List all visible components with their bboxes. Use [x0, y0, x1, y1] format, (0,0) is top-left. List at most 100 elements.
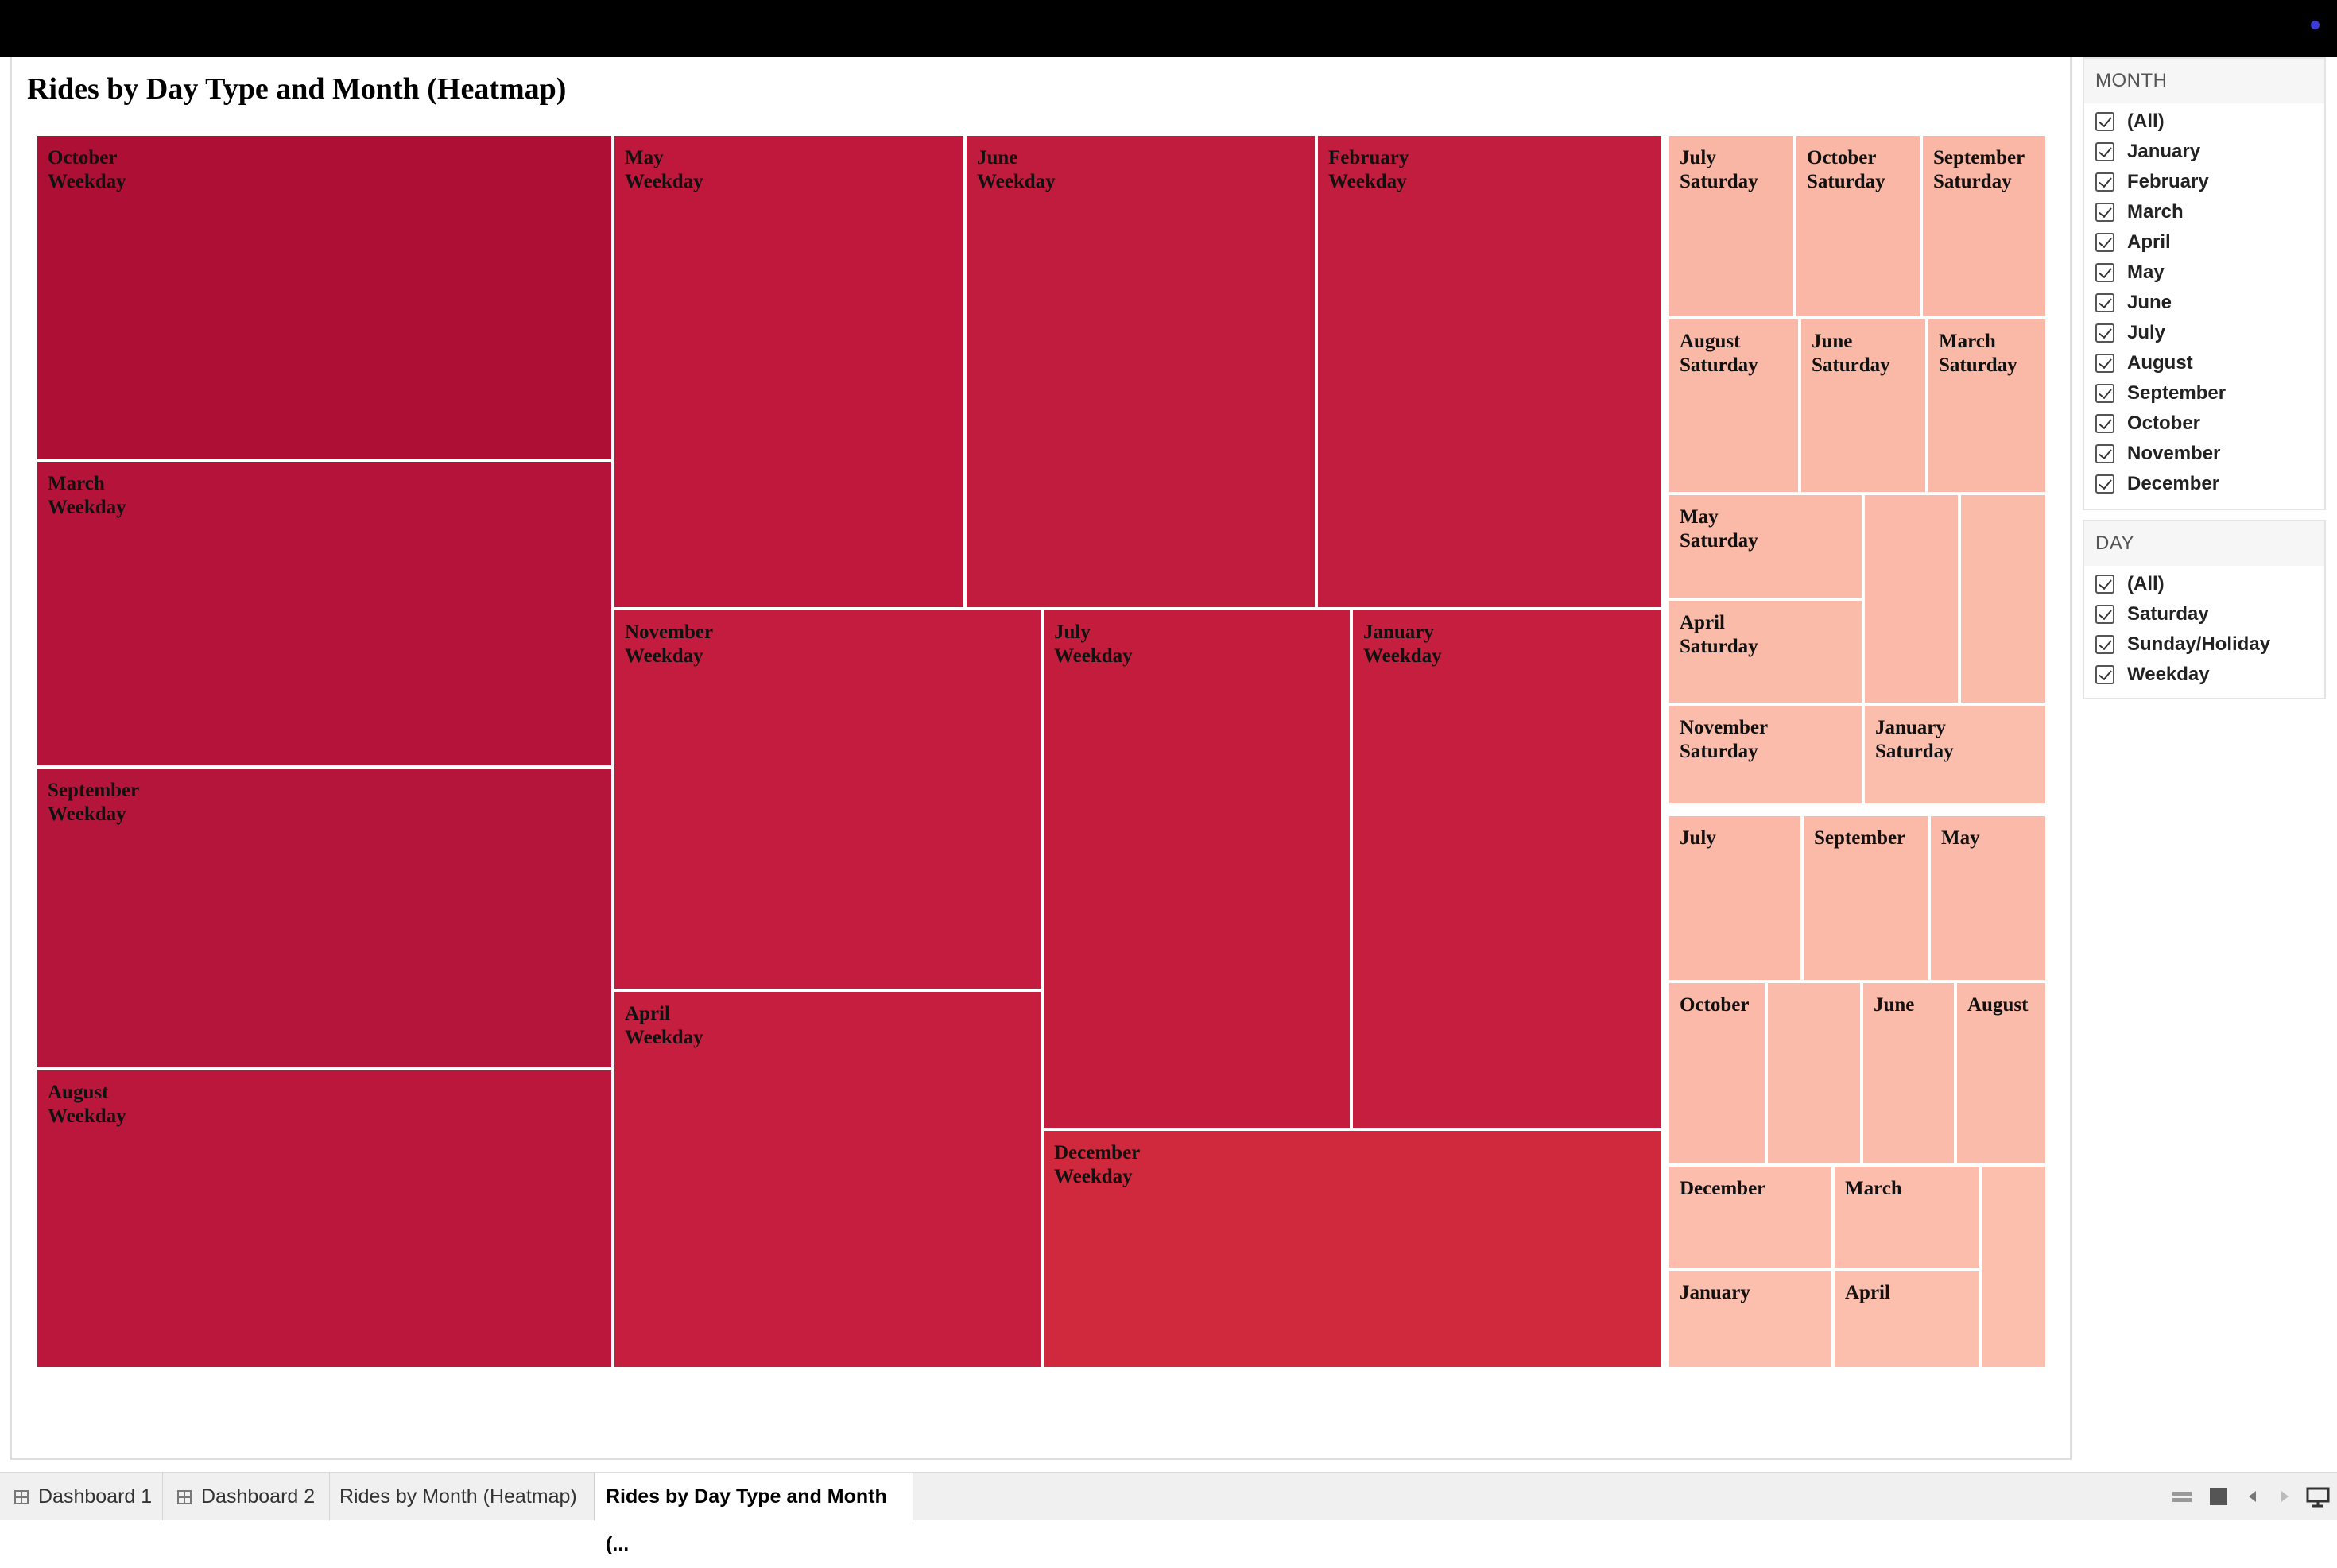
checkbox-checked-icon[interactable]	[2095, 665, 2114, 684]
checkbox-checked-icon[interactable]	[2095, 263, 2114, 282]
month-filter-option-all[interactable]: (All)	[2084, 106, 2324, 137]
tab-dashboard-1[interactable]: Dashboard 1	[0, 1473, 163, 1520]
treemap-cell-unlabeled-sunday-holiday[interactable]	[1981, 1165, 2047, 1369]
treemap-cell-october-saturday[interactable]: October Saturday	[1795, 134, 1921, 318]
checkbox-checked-icon[interactable]	[2095, 233, 2114, 252]
treemap-cell-june-weekday[interactable]: June Weekday	[965, 134, 1316, 609]
treemap-cell-november-saturday[interactable]: November Saturday	[1668, 704, 1863, 805]
checkbox-checked-icon[interactable]	[2095, 203, 2114, 222]
checkbox-checked-icon[interactable]	[2095, 384, 2114, 403]
treemap-cell-label: October Weekday	[48, 147, 126, 192]
treemap-cell-april-weekday[interactable]: April Weekday	[613, 990, 1042, 1369]
filter-option-label: (All)	[2127, 110, 2165, 132]
filter-option-label: April	[2127, 231, 2171, 253]
treemap-cell-april-saturday[interactable]: April Saturday	[1668, 599, 1863, 704]
treemap-cell-february-weekday[interactable]: February Weekday	[1316, 134, 1663, 609]
month-filter-option-june[interactable]: June	[2084, 288, 2324, 318]
checkbox-checked-icon[interactable]	[2095, 142, 2114, 161]
checkbox-checked-icon[interactable]	[2095, 635, 2114, 654]
next-icon[interactable]	[2275, 1473, 2294, 1520]
checkbox-checked-icon[interactable]	[2095, 474, 2114, 494]
treemap-cell-june-saturday[interactable]: June Saturday	[1800, 318, 1927, 494]
checkbox-checked-icon[interactable]	[2095, 414, 2114, 433]
treemap-cell-march-sunday-holiday[interactable]: March	[1833, 1165, 1981, 1269]
treemap-cell-august-weekday[interactable]: August Weekday	[36, 1069, 613, 1369]
treemap-cell-may-saturday[interactable]: May Saturday	[1668, 494, 1863, 599]
treemap-cell-july-sunday-holiday[interactable]: July	[1668, 815, 1802, 981]
month-filter-title: MONTH	[2084, 59, 2324, 103]
day-filter-title: DAY	[2084, 521, 2324, 566]
treemap-cell-october-sunday-holiday[interactable]: October	[1668, 981, 1766, 1165]
checkbox-checked-icon[interactable]	[2095, 293, 2114, 312]
day-filter-option-weekday[interactable]: Weekday	[2084, 660, 2324, 690]
day-filter-option-saturday[interactable]: Saturday	[2084, 599, 2324, 629]
checkbox-checked-icon[interactable]	[2095, 605, 2114, 624]
tab-rides-by-day-type-and-month[interactable]: Rides by Day Type and Month (...	[594, 1473, 913, 1555]
treemap-cell-label: November Saturday	[1680, 717, 1769, 762]
single-view-icon[interactable]	[2207, 1473, 2230, 1520]
dashboard-grid-icon	[177, 1490, 192, 1504]
present-icon[interactable]	[2305, 1473, 2331, 1520]
checkbox-checked-icon[interactable]	[2095, 444, 2114, 463]
treemap-cell-may-sunday-holiday[interactable]: May	[1929, 815, 2047, 981]
checkbox-checked-icon[interactable]	[2095, 354, 2114, 373]
treemap-cell-label: January Weekday	[1363, 621, 1442, 667]
month-filter-option-may[interactable]: May	[2084, 257, 2324, 288]
treemap-cell-june-sunday-holiday[interactable]: June	[1862, 981, 1955, 1165]
treemap-cell-december-weekday[interactable]: December Weekday	[1042, 1129, 1663, 1369]
filter-option-label: (All)	[2127, 573, 2165, 594]
treemap-cell-september-weekday[interactable]: September Weekday	[36, 767, 613, 1069]
treemap-cell-label: April Saturday	[1680, 612, 1758, 657]
treemap-cell-label: August	[1967, 994, 2029, 1016]
month-filter-option-march[interactable]: March	[2084, 197, 2324, 227]
treemap-cell-november-weekday[interactable]: November Weekday	[613, 609, 1042, 990]
treemap-cell-label: March	[1845, 1178, 1902, 1199]
checkbox-checked-icon[interactable]	[2095, 112, 2114, 131]
previous-icon[interactable]	[2243, 1473, 2262, 1520]
treemap-cell-label: August Saturday	[1680, 331, 1758, 376]
treemap-cell-december-sunday-holiday[interactable]: December	[1668, 1165, 1833, 1269]
checkbox-checked-icon[interactable]	[2095, 575, 2114, 594]
treemap-cell-unlabeled-saturday[interactable]	[1959, 494, 2047, 704]
filter-option-label: Saturday	[2127, 603, 2209, 625]
treemap-cell-january-weekday[interactable]: January Weekday	[1351, 609, 1663, 1129]
treemap-cell-label: January	[1680, 1282, 1750, 1303]
filter-option-label: February	[2127, 171, 2209, 192]
treemap-cell-july-saturday[interactable]: July Saturday	[1668, 134, 1795, 318]
month-filter-option-february[interactable]: February	[2084, 167, 2324, 197]
treemap-cell-may-weekday[interactable]: May Weekday	[613, 134, 965, 609]
treemap-cell-label: October Saturday	[1807, 147, 1885, 192]
day-filter-option-all[interactable]: (All)	[2084, 569, 2324, 599]
month-filter-option-april[interactable]: April	[2084, 227, 2324, 257]
tab-rides-by-month[interactable]: Rides by Month (Heatmap)	[330, 1473, 594, 1520]
grid-view-icon[interactable]	[2170, 1473, 2194, 1520]
treemap-cell-march-saturday[interactable]: March Saturday	[1927, 318, 2047, 494]
month-filter-option-november[interactable]: November	[2084, 439, 2324, 469]
month-filter-option-december[interactable]: December	[2084, 469, 2324, 499]
treemap-cell-april-sunday-holiday[interactable]: April	[1833, 1269, 1981, 1369]
treemap-cell-march-weekday[interactable]: March Weekday	[36, 460, 613, 767]
treemap-cell-label: October	[1680, 994, 1750, 1016]
month-filter-option-september[interactable]: September	[2084, 378, 2324, 408]
treemap-cell-unlabeled-sunday-holiday[interactable]	[1766, 981, 1862, 1165]
treemap-cell-october-weekday[interactable]: October Weekday	[36, 134, 613, 460]
month-filter-option-january[interactable]: January	[2084, 137, 2324, 167]
month-filter-option-july[interactable]: July	[2084, 318, 2324, 348]
treemap-cell-september-saturday[interactable]: September Saturday	[1921, 134, 2047, 318]
tab-dashboard-2[interactable]: Dashboard 2	[163, 1473, 330, 1520]
treemap-cell-september-sunday-holiday[interactable]: September	[1802, 815, 1929, 981]
treemap-cell-august-saturday[interactable]: August Saturday	[1668, 318, 1800, 494]
treemap-cell-january-saturday[interactable]: January Saturday	[1863, 704, 2047, 805]
filter-option-label: June	[2127, 292, 2172, 313]
treemap-cell-august-sunday-holiday[interactable]: August	[1955, 981, 2047, 1165]
filter-option-label: May	[2127, 261, 2165, 283]
checkbox-checked-icon[interactable]	[2095, 323, 2114, 343]
month-filter-option-october[interactable]: October	[2084, 408, 2324, 439]
checkbox-checked-icon[interactable]	[2095, 172, 2114, 192]
treemap-cell-january-sunday-holiday[interactable]: January	[1668, 1269, 1833, 1369]
treemap-cell-july-weekday[interactable]: July Weekday	[1042, 609, 1351, 1129]
treemap-cell-unlabeled-saturday[interactable]	[1863, 494, 1959, 704]
month-filter-option-august[interactable]: August	[2084, 348, 2324, 378]
treemap-chart: October Weekday March Weekday September We…	[36, 134, 2047, 1369]
day-filter-option-sunday-holiday[interactable]: Sunday/Holiday	[2084, 629, 2324, 660]
